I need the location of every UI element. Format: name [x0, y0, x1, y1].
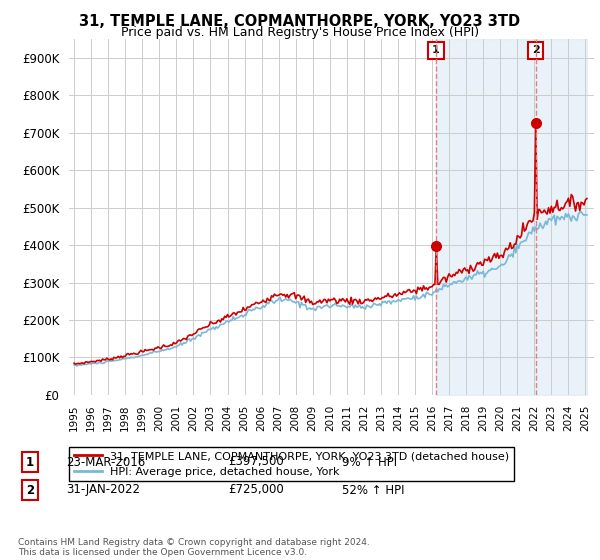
Text: 2: 2	[26, 483, 34, 497]
Legend: 31, TEMPLE LANE, COPMANTHORPE, YORK, YO23 3TD (detached house), HPI: Average pri: 31, TEMPLE LANE, COPMANTHORPE, YORK, YO2…	[70, 446, 514, 481]
Text: 52% ↑ HPI: 52% ↑ HPI	[342, 483, 404, 497]
Text: Price paid vs. HM Land Registry's House Price Index (HPI): Price paid vs. HM Land Registry's House …	[121, 26, 479, 39]
Text: 9% ↑ HPI: 9% ↑ HPI	[342, 455, 397, 469]
Text: 1: 1	[26, 455, 34, 469]
Text: 31, TEMPLE LANE, COPMANTHORPE, YORK, YO23 3TD: 31, TEMPLE LANE, COPMANTHORPE, YORK, YO2…	[79, 14, 521, 29]
Text: 2: 2	[532, 45, 539, 55]
Text: 1: 1	[432, 45, 440, 55]
Text: £725,000: £725,000	[228, 483, 284, 497]
Text: 23-MAR-2016: 23-MAR-2016	[66, 455, 145, 469]
Text: 31-JAN-2022: 31-JAN-2022	[66, 483, 140, 497]
Text: £397,500: £397,500	[228, 455, 284, 469]
Text: Contains HM Land Registry data © Crown copyright and database right 2024.
This d: Contains HM Land Registry data © Crown c…	[18, 538, 370, 557]
